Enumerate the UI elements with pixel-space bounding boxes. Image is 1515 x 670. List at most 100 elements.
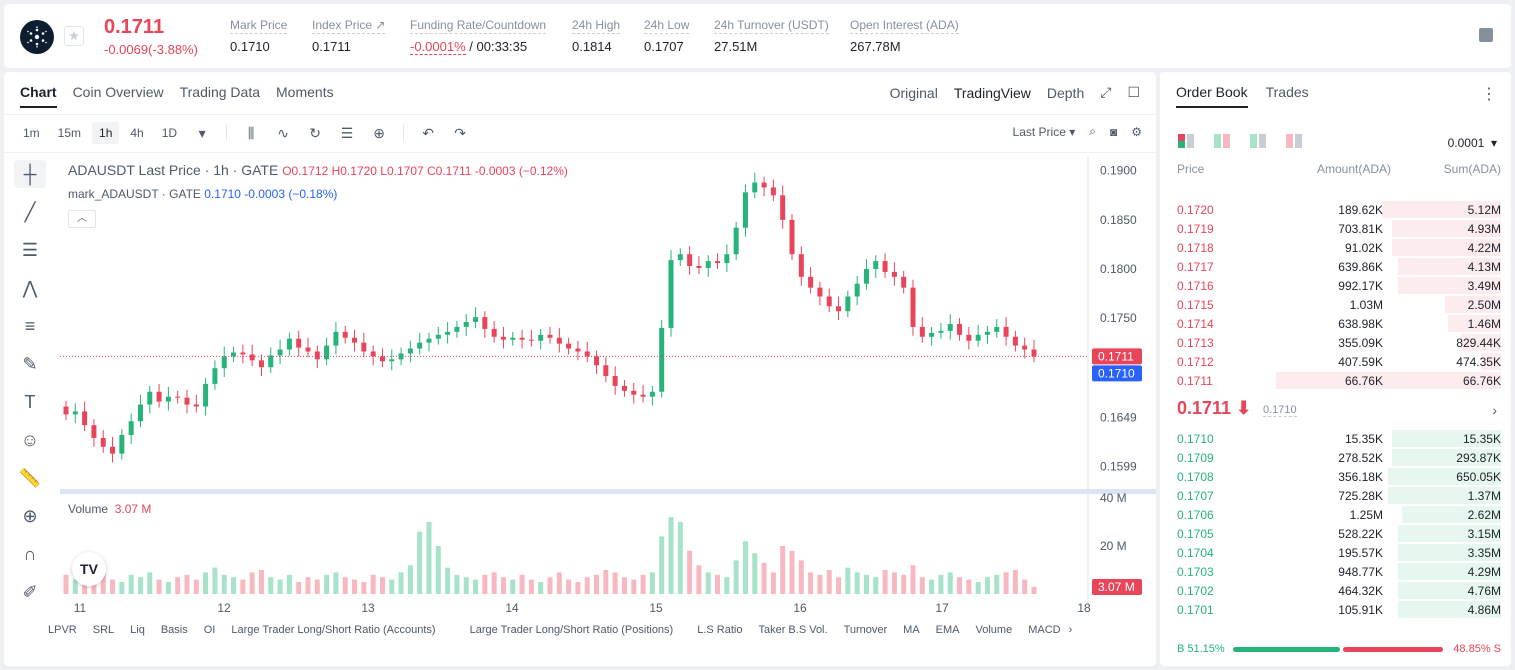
bid-row[interactable]: 0.1705 528.22K 3.15M bbox=[1160, 524, 1511, 543]
bid-row[interactable]: 0.1704 195.57K 3.35M bbox=[1160, 543, 1511, 562]
ask-row[interactable]: 0.1715 1.03M 2.50M bbox=[1160, 295, 1511, 314]
tradingview-logo-icon[interactable]: TV bbox=[72, 552, 106, 586]
tab-coin-overview[interactable]: Coin Overview bbox=[72, 84, 164, 100]
ask-row[interactable]: 0.1720 189.62K 5.12M bbox=[1160, 200, 1511, 219]
trendline-icon[interactable]: ╱ bbox=[24, 201, 36, 222]
indicator-item[interactable]: Large Trader Long/Short Ratio (Accounts) bbox=[231, 624, 436, 636]
redo-icon[interactable]: ↷ bbox=[454, 124, 466, 141]
volume-bar bbox=[370, 574, 376, 594]
collapse-legend-button[interactable]: ︿ bbox=[68, 210, 96, 228]
bid-price: 0.1708 bbox=[1177, 470, 1214, 484]
view-depth[interactable]: Depth bbox=[1046, 84, 1085, 101]
volume-bar bbox=[752, 553, 758, 594]
emoji-icon[interactable]: ☺ bbox=[20, 429, 40, 450]
indicator-item[interactable]: MA bbox=[903, 624, 920, 636]
chevron-down-icon[interactable]: ▾ bbox=[198, 124, 206, 141]
bid-row[interactable]: 0.1707 725.28K 1.37M bbox=[1160, 486, 1511, 505]
pencil-lock-icon[interactable]: ✐ bbox=[22, 581, 38, 602]
view-original[interactable]: Original bbox=[889, 84, 938, 101]
ask-row[interactable]: 0.1711 66.76K 66.76K bbox=[1160, 371, 1511, 390]
undo-icon[interactable]: ↶ bbox=[422, 124, 434, 141]
timeframe-4h[interactable]: 4h bbox=[130, 126, 144, 140]
indicator-item[interactable]: MACD bbox=[1028, 624, 1061, 636]
price-type-select[interactable]: Last Price ▾ bbox=[1012, 124, 1076, 139]
bid-row[interactable]: 0.1708 356.18K 650.05K bbox=[1160, 467, 1511, 486]
bid-row[interactable]: 0.1702 464.32K 4.76M bbox=[1160, 581, 1511, 600]
view-tradingview[interactable]: TradingView bbox=[953, 84, 1031, 101]
timeframe-1d[interactable]: 1D bbox=[161, 126, 178, 140]
layout-both-alt-icon[interactable] bbox=[1214, 134, 1230, 148]
bid-row[interactable]: 0.1706 1.25M 2.62M bbox=[1160, 505, 1511, 524]
chevron-right-icon[interactable]: › bbox=[1068, 624, 1073, 636]
indicator-item[interactable]: SRL bbox=[92, 624, 115, 636]
ask-row[interactable]: 0.1714 638.98K 1.46M bbox=[1160, 314, 1511, 333]
indicator-item[interactable]: Basis bbox=[160, 624, 188, 636]
orderbook-mid-price: 0.1711 ⬇ bbox=[1177, 398, 1252, 418]
candle-type-icon[interactable]: ⫼ bbox=[247, 124, 255, 141]
tab-trading-data[interactable]: Trading Data bbox=[179, 84, 261, 100]
ruler-icon[interactable]: 📏 bbox=[18, 467, 42, 488]
volume-bar bbox=[286, 574, 292, 594]
bid-row[interactable]: 0.1703 948.77K 4.29M bbox=[1160, 562, 1511, 581]
tab-order-book[interactable]: Order Book bbox=[1176, 84, 1248, 108]
indicator-item[interactable]: Liq bbox=[130, 624, 145, 636]
text-icon[interactable]: T bbox=[24, 391, 36, 412]
candle-body bbox=[705, 261, 711, 268]
camera-icon[interactable]: ◙ bbox=[1109, 124, 1118, 139]
crosshair-icon[interactable]: ┼ bbox=[14, 160, 46, 188]
search-icon[interactable]: ⌕ bbox=[1089, 124, 1096, 138]
favorite-star-icon[interactable]: ★ bbox=[64, 26, 84, 46]
tab-trades[interactable]: Trades bbox=[1265, 84, 1309, 100]
layout-both-icon[interactable] bbox=[1178, 134, 1194, 148]
ask-row[interactable]: 0.1717 639.86K 4.13M bbox=[1160, 257, 1511, 276]
expand-icon[interactable]: ⤢ bbox=[1100, 84, 1112, 100]
bid-row[interactable]: 0.1710 15.35K 15.35K bbox=[1160, 429, 1511, 448]
timeframe-15m[interactable]: 15m bbox=[57, 126, 82, 140]
indicator-item[interactable]: L.S Ratio bbox=[697, 624, 743, 636]
indicator-item[interactable]: OI bbox=[203, 624, 216, 636]
layout-asks-icon[interactable] bbox=[1286, 134, 1302, 148]
book-icon[interactable] bbox=[1479, 28, 1493, 42]
ask-row[interactable]: 0.1719 703.81K 4.93M bbox=[1160, 219, 1511, 238]
indicator-item[interactable]: Taker B.S Vol. bbox=[758, 624, 828, 636]
ask-row[interactable]: 0.1712 407.59K 474.35K bbox=[1160, 352, 1511, 371]
horizontal-lines-icon[interactable]: ☰ bbox=[21, 239, 39, 260]
bid-row[interactable]: 0.1701 105.91K 4.86M bbox=[1160, 600, 1511, 619]
indicator-item[interactable]: LPVR bbox=[48, 624, 77, 636]
price-chart[interactable]: 0.1900 0.1850 0.1800 0.1750 0.1649 0.1599 40 M… bbox=[4, 72, 1156, 666]
gear-icon[interactable]: ⚙ bbox=[1131, 124, 1142, 139]
indicator-item[interactable]: EMA bbox=[935, 624, 960, 636]
pattern-icon[interactable]: ⋀ bbox=[22, 277, 38, 298]
ask-row[interactable]: 0.1718 91.02K 4.22M bbox=[1160, 238, 1511, 257]
fib-icon[interactable]: ≡ bbox=[24, 315, 36, 336]
stat-index-price[interactable]: Index Price ↗ 0.1711 bbox=[312, 18, 386, 54]
tab-moments[interactable]: Moments bbox=[276, 84, 334, 100]
ask-price: 0.1714 bbox=[1177, 317, 1214, 331]
indicator-item[interactable]: Turnover bbox=[843, 624, 888, 636]
layout-bids-icon[interactable] bbox=[1250, 134, 1266, 148]
magnet-icon[interactable]: ∩ bbox=[23, 543, 37, 564]
ask-depth-bar bbox=[1461, 334, 1501, 351]
indicators-icon[interactable]: ∿ bbox=[277, 124, 289, 141]
chevron-right-icon[interactable]: › bbox=[1492, 402, 1497, 418]
timeframe-1h[interactable]: 1h bbox=[92, 122, 120, 144]
candle-body bbox=[175, 396, 181, 398]
tab-chart[interactable]: Chart bbox=[20, 84, 57, 108]
zoom-in-icon[interactable]: ⊕ bbox=[22, 505, 38, 526]
window-icon[interactable]: ☐ bbox=[1127, 84, 1140, 100]
more-menu-icon[interactable]: ⋮ bbox=[1481, 86, 1497, 103]
replay-icon[interactable]: ↻ bbox=[309, 124, 321, 141]
precision-select[interactable]: 0.0001 ▾ bbox=[1447, 136, 1497, 150]
ask-row[interactable]: 0.1713 355.09K 829.44K bbox=[1160, 333, 1511, 352]
candle-body bbox=[752, 182, 758, 193]
add-plus-icon[interactable]: ⊕ bbox=[373, 124, 385, 141]
indicator-item[interactable]: Volume bbox=[975, 624, 1013, 636]
brush-icon[interactable]: ✎ bbox=[22, 353, 38, 374]
ask-row[interactable]: 0.1716 992.17K 3.49M bbox=[1160, 276, 1511, 295]
bid-row[interactable]: 0.1709 278.52K 293.87K bbox=[1160, 448, 1511, 467]
ask-depth-bar bbox=[1276, 372, 1501, 389]
indicator-item[interactable]: Large Trader Long/Short Ratio (Positions… bbox=[469, 624, 674, 636]
alerts-icon[interactable]: ☰ bbox=[340, 124, 354, 141]
price-change: -0.0069(-3.88%) bbox=[104, 42, 198, 57]
timeframe-1m[interactable]: 1m bbox=[23, 126, 40, 140]
